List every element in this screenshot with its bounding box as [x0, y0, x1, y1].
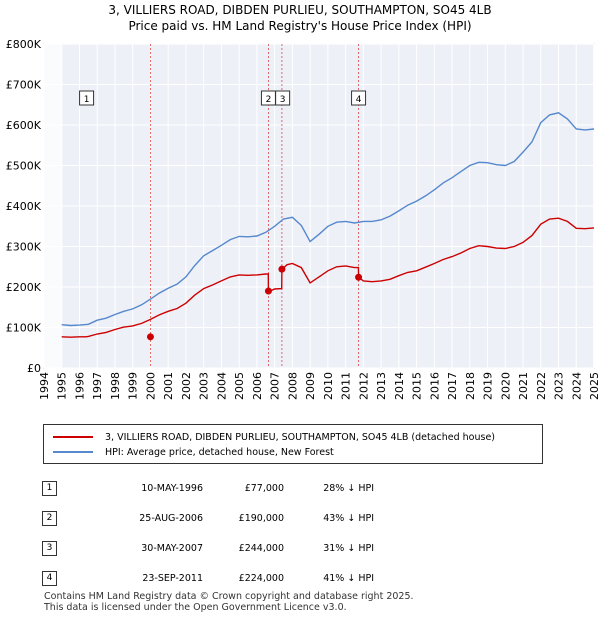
y-tick-label: £300K [6, 241, 42, 254]
series-line [61, 112, 595, 327]
y-axis-ticks: £0 £100K £200K £300K £400K £500K £600K £700K £80… [6, 38, 42, 375]
x-tick-label: 2014 [393, 372, 406, 400]
sale-hpi-diff: 43% ↓ HPI [323, 512, 374, 524]
x-tick-label: 2018 [464, 372, 477, 400]
legend-hpi-label: HPI: Average price, detached house, New … [105, 446, 334, 458]
sale-number-badge: 3 [42, 540, 57, 556]
x-tick-label: 1995 [56, 372, 69, 400]
x-tick-label: 2002 [180, 372, 193, 400]
chart-legend: 3, VILLIERS ROAD, DIBDEN PURLIEU, SOUTHA… [43, 424, 543, 464]
y-tick-label: £400K [6, 200, 42, 213]
sale-price: £77,000 [244, 482, 284, 494]
sale-date: 23-SEP-2011 [142, 572, 203, 584]
x-tick-label: 2000 [144, 372, 157, 400]
legend-item-hpi: HPI: Average price, detached house, New … [53, 445, 334, 459]
sale-hpi-diff: 28% ↓ HPI [323, 482, 374, 494]
x-tick-label: 1994 [38, 372, 51, 400]
sale-number-badge: 4 [42, 570, 57, 586]
footer-line-2: This data is licensed under the Open Gov… [44, 602, 347, 613]
post-data-shade [593, 44, 594, 368]
sale-price: £244,000 [238, 542, 284, 554]
sale-box-label: 4 [356, 95, 362, 105]
sale-price: £224,000 [238, 572, 284, 584]
table-row: 3 30-MAY-2007 £244,000 31% ↓ HPI [42, 533, 374, 563]
x-axis-ticks: 1994 1995 1996 1997 1998 1999 2000 2001 2002 2003… [38, 372, 600, 400]
x-tick-label: 2009 [304, 372, 317, 400]
table-row: 4 23-SEP-2011 £224,000 41% ↓ HPI [42, 563, 374, 593]
data-shading [44, 44, 594, 368]
x-tick-label: 2007 [269, 372, 282, 400]
sale-box-label: 3 [280, 95, 286, 105]
sale-point [278, 265, 286, 273]
x-tick-label: 2017 [446, 372, 459, 400]
chart-title: 3, VILLIERS ROAD, DIBDEN PURLIEU, SOUTHA… [108, 3, 491, 17]
series-lines [61, 112, 595, 341]
sale-point [355, 273, 363, 281]
x-tick-label: 1996 [73, 372, 86, 400]
y-tick-label: £600K [6, 119, 42, 132]
x-tick-label: 2010 [322, 372, 335, 400]
sale-point [146, 333, 154, 341]
sale-price: £190,000 [238, 512, 284, 524]
x-tick-label: 2005 [233, 372, 246, 400]
x-tick-label: 1999 [127, 372, 140, 400]
y-tick-label: £700K [6, 79, 42, 92]
x-tick-label: 2019 [482, 372, 495, 400]
sale-hpi-diff: 41% ↓ HPI [323, 572, 374, 584]
sale-date: 10-MAY-1996 [141, 482, 203, 494]
price-chart: 3, VILLIERS ROAD, DIBDEN PURLIEU, SOUTHA… [6, 3, 600, 400]
sale-hpi-diff: 31% ↓ HPI [323, 542, 374, 554]
table-row: 1 10-MAY-1996 £77,000 28% ↓ HPI [42, 473, 374, 503]
sales-table: 1 10-MAY-1996 £77,000 28% ↓ HPI 2 25-AUG… [42, 473, 374, 593]
legend-item-property: 3, VILLIERS ROAD, DIBDEN PURLIEU, SOUTHA… [53, 430, 495, 444]
x-tick-label: 2003 [198, 372, 211, 400]
sale-number-badge: 2 [42, 510, 57, 526]
x-tick-label: 2020 [499, 372, 512, 400]
table-row: 2 25-AUG-2006 £190,000 43% ↓ HPI [42, 503, 374, 533]
sale-number-badge: 1 [42, 480, 57, 496]
x-tick-label: 2004 [215, 372, 228, 400]
sale-point [264, 287, 272, 295]
sale-box [351, 90, 367, 106]
y-tick-label: £0 [27, 362, 41, 375]
x-tick-label: 1997 [91, 372, 104, 400]
x-tick-label: 2025 [588, 372, 600, 400]
footer-line-1: Contains HM Land Registry data © Crown c… [44, 591, 414, 602]
hpi-line-swatch [53, 451, 93, 453]
footer-copyright: Contains HM Land Registry data © Crown c… [44, 591, 414, 613]
property-line-swatch [53, 436, 93, 438]
sale-box [275, 90, 291, 106]
y-tick-label: £100K [6, 322, 42, 335]
y-tick-label: £800K [6, 38, 42, 51]
x-tick-label: 2011 [340, 372, 353, 400]
chart-subtitle: Price paid vs. HM Land Registry's House … [128, 19, 471, 33]
x-tick-label: 2015 [411, 372, 424, 400]
sale-date: 25-AUG-2006 [139, 512, 203, 524]
legend-property-label: 3, VILLIERS ROAD, DIBDEN PURLIEU, SOUTHA… [105, 431, 496, 443]
sale-box-label: 1 [84, 95, 90, 105]
x-tick-label: 2001 [162, 372, 175, 400]
x-tick-label: 2008 [286, 372, 299, 400]
x-tick-label: 1998 [109, 372, 122, 400]
series-line [61, 217, 595, 338]
sale-date: 30-MAY-2007 [141, 542, 203, 554]
x-tick-label: 2013 [375, 372, 388, 400]
x-tick-label: 2024 [570, 372, 583, 400]
y-tick-label: £200K [6, 281, 42, 294]
x-tick-label: 2012 [357, 372, 370, 400]
pre-data-shade [44, 44, 62, 368]
x-tick-label: 2006 [251, 372, 264, 400]
x-tick-label: 2023 [553, 372, 566, 400]
sale-box-label: 2 [266, 95, 272, 105]
x-tick-label: 2021 [517, 372, 530, 400]
x-tick-label: 2016 [428, 372, 441, 400]
y-tick-label: £500K [6, 160, 42, 173]
x-tick-label: 2022 [535, 372, 548, 400]
sale-box [79, 90, 95, 106]
